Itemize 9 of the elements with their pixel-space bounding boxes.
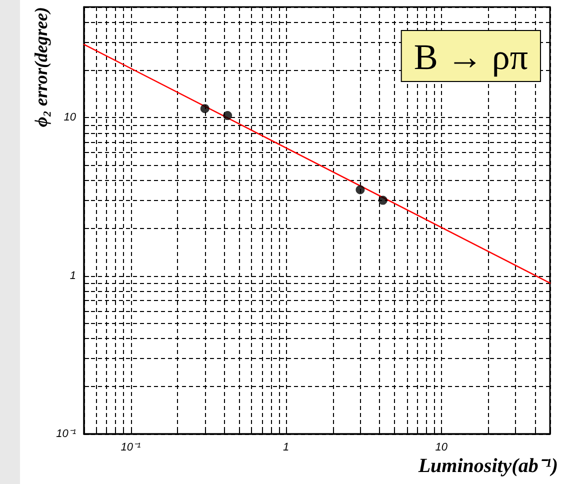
annotation: B → ρπ [414, 37, 528, 77]
x-tick-label: 1 [283, 442, 290, 454]
x-tick-label: 10 [435, 442, 448, 454]
y-tick-label: 1 [70, 270, 76, 282]
y-tick-label: 10 [64, 112, 77, 124]
x-tick-label: 10⁻¹ [120, 442, 142, 454]
y-tick-label: 10⁻¹ [56, 428, 76, 440]
x-axis-title: Luminosity(ab⁻¹) [417, 455, 558, 477]
y-axis-title: ϕ₂ error(degree) [31, 7, 51, 128]
